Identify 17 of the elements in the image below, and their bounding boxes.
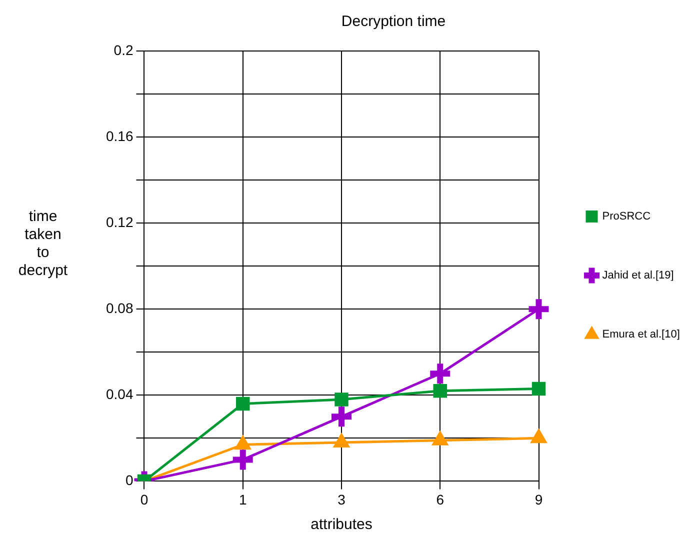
y-tick-label: 0.08 (106, 300, 134, 316)
chart-title: Decryption time (341, 13, 446, 30)
y-tick-label: 0.16 (106, 128, 134, 144)
y-tick-label: 0.2 (114, 42, 134, 58)
y-tick-label: 0 (125, 472, 134, 488)
x-tick-label: 3 (338, 491, 346, 508)
x-tick-label: 6 (436, 491, 444, 508)
legend-label: ProSRCC (602, 210, 651, 223)
y-axis-title: time taken to decrypt (17, 208, 69, 280)
y-tick-label: 0.12 (106, 214, 134, 230)
y-tick-label: 0.04 (106, 386, 134, 402)
x-tick-label: 9 (534, 491, 543, 508)
x-tick-label: 1 (238, 491, 247, 508)
x-axis-title: attributes (310, 516, 372, 534)
legend-label: Jahid et al.[19] (602, 270, 674, 282)
x-tick-label: 0 (140, 491, 148, 508)
legend-label: Emura et al.[10] (602, 328, 680, 341)
